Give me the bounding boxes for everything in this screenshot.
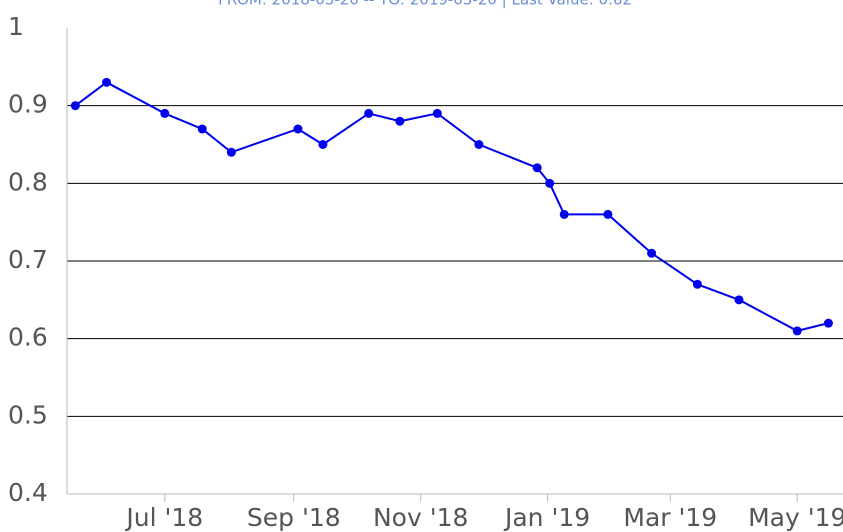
point — [70, 101, 80, 111]
point — [293, 124, 303, 134]
point — [559, 209, 569, 219]
point — [792, 326, 802, 336]
x-tick-label: Jan '19 — [503, 503, 590, 532]
point — [734, 295, 744, 305]
point — [474, 140, 484, 149]
line — [74, 81, 829, 332]
point — [532, 163, 542, 173]
point — [603, 209, 613, 219]
point — [160, 108, 170, 118]
chart-subtitle: FROM: 2018-05-20 -- TO: 2019-05-20 | Las… — [218, 0, 632, 9]
point — [395, 116, 405, 126]
point — [432, 108, 442, 118]
point — [823, 318, 833, 328]
point — [102, 77, 112, 87]
y-tick-label: 1 — [8, 12, 24, 41]
y-tick-label: 0.8 — [8, 167, 48, 196]
point — [226, 147, 236, 157]
y-tick-label: 0.4 — [8, 478, 48, 507]
y-tick-label: 0.9 — [8, 90, 48, 119]
x-tick-label: Sep '18 — [247, 503, 341, 532]
x-tick-label: Nov '18 — [373, 503, 468, 532]
y-tick-label: 0.7 — [8, 245, 48, 274]
point — [197, 124, 207, 134]
point — [692, 279, 702, 289]
x-tick-label: May '19 — [748, 503, 843, 532]
point — [364, 108, 374, 118]
point — [647, 248, 657, 258]
point — [318, 140, 328, 149]
y-tick-label: 0.6 — [8, 323, 48, 352]
y-tick-label: 0.5 — [8, 400, 48, 429]
x-tick-label: Mar '19 — [623, 503, 717, 532]
point — [545, 178, 555, 188]
x-tick-label: Jul '18 — [124, 503, 203, 532]
